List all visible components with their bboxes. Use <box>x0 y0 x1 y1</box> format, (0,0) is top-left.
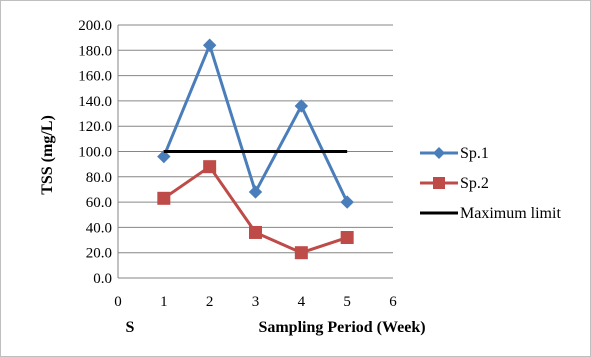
y-tick-label: 60.0 <box>86 195 112 211</box>
x-tick-label: 2 <box>206 294 214 310</box>
y-tick-label: 140.0 <box>78 94 112 110</box>
y-tick-label: 80.0 <box>86 170 112 186</box>
axes <box>117 25 393 279</box>
legend: Sp.1 Sp.2 Maximum limit <box>420 145 561 222</box>
x-tick-label: 3 <box>252 294 260 310</box>
x-tick-label: 6 <box>389 294 397 310</box>
series-layer <box>157 38 354 260</box>
gridlines <box>118 24 393 254</box>
y-tick-label: 120.0 <box>78 119 112 135</box>
legend-label-maximum-limit: Maximum limit <box>460 205 561 222</box>
tick-labels: 0.0 20.0 40.0 60.0 80.0 100.0 120.0 140.0 160.0 1… <box>78 18 397 310</box>
series-sp-1 <box>157 38 354 209</box>
data-point-sp-2 <box>157 191 171 205</box>
data-point-sp-2 <box>294 246 308 260</box>
data-point-sp-1 <box>294 99 309 113</box>
y-tick-label: 180.0 <box>78 43 112 59</box>
data-point-sp-2 <box>249 225 262 239</box>
data-point-sp-2 <box>203 160 217 174</box>
y-tick-label: 100.0 <box>78 145 112 161</box>
data-point-sp-1 <box>202 38 217 52</box>
y-tick-label: 0.0 <box>93 271 112 287</box>
x-tick-label: 4 <box>298 294 306 310</box>
y-axis-title: TSS (mg/L) <box>39 115 56 195</box>
legend-label-sp-2: Sp.2 <box>460 175 489 192</box>
data-point-sp-2 <box>340 231 354 245</box>
y-tick-label: 200.0 <box>78 18 112 34</box>
legend-label-sp-1: Sp.1 <box>460 145 489 162</box>
x-tick-label: 1 <box>160 294 168 310</box>
x-tick-label: 0 <box>114 294 122 310</box>
legend-marker-sp-1 <box>433 147 445 159</box>
x-tick-label: 5 <box>343 294 351 310</box>
series-line-sp-2 <box>162 165 348 255</box>
legend-marker-sp-2 <box>433 177 445 189</box>
data-point-sp-1 <box>340 195 354 209</box>
y-tick-label: 40.0 <box>86 220 112 236</box>
y-tick-label: 20.0 <box>86 246 112 262</box>
series-sp-2 <box>157 160 354 260</box>
x-axis-title: Sampling Period (Week) <box>258 319 425 336</box>
y-tick-label: 160.0 <box>78 69 112 85</box>
data-point-sp-1 <box>248 185 263 199</box>
data-point-sp-1 <box>157 149 171 164</box>
stray-label-s: S <box>126 319 135 336</box>
